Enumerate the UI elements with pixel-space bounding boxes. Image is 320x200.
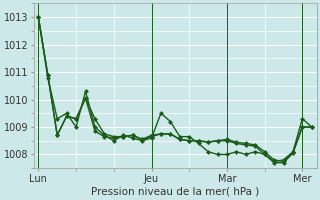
X-axis label: Pression niveau de la mer( hPa ): Pression niveau de la mer( hPa ) (91, 187, 259, 197)
